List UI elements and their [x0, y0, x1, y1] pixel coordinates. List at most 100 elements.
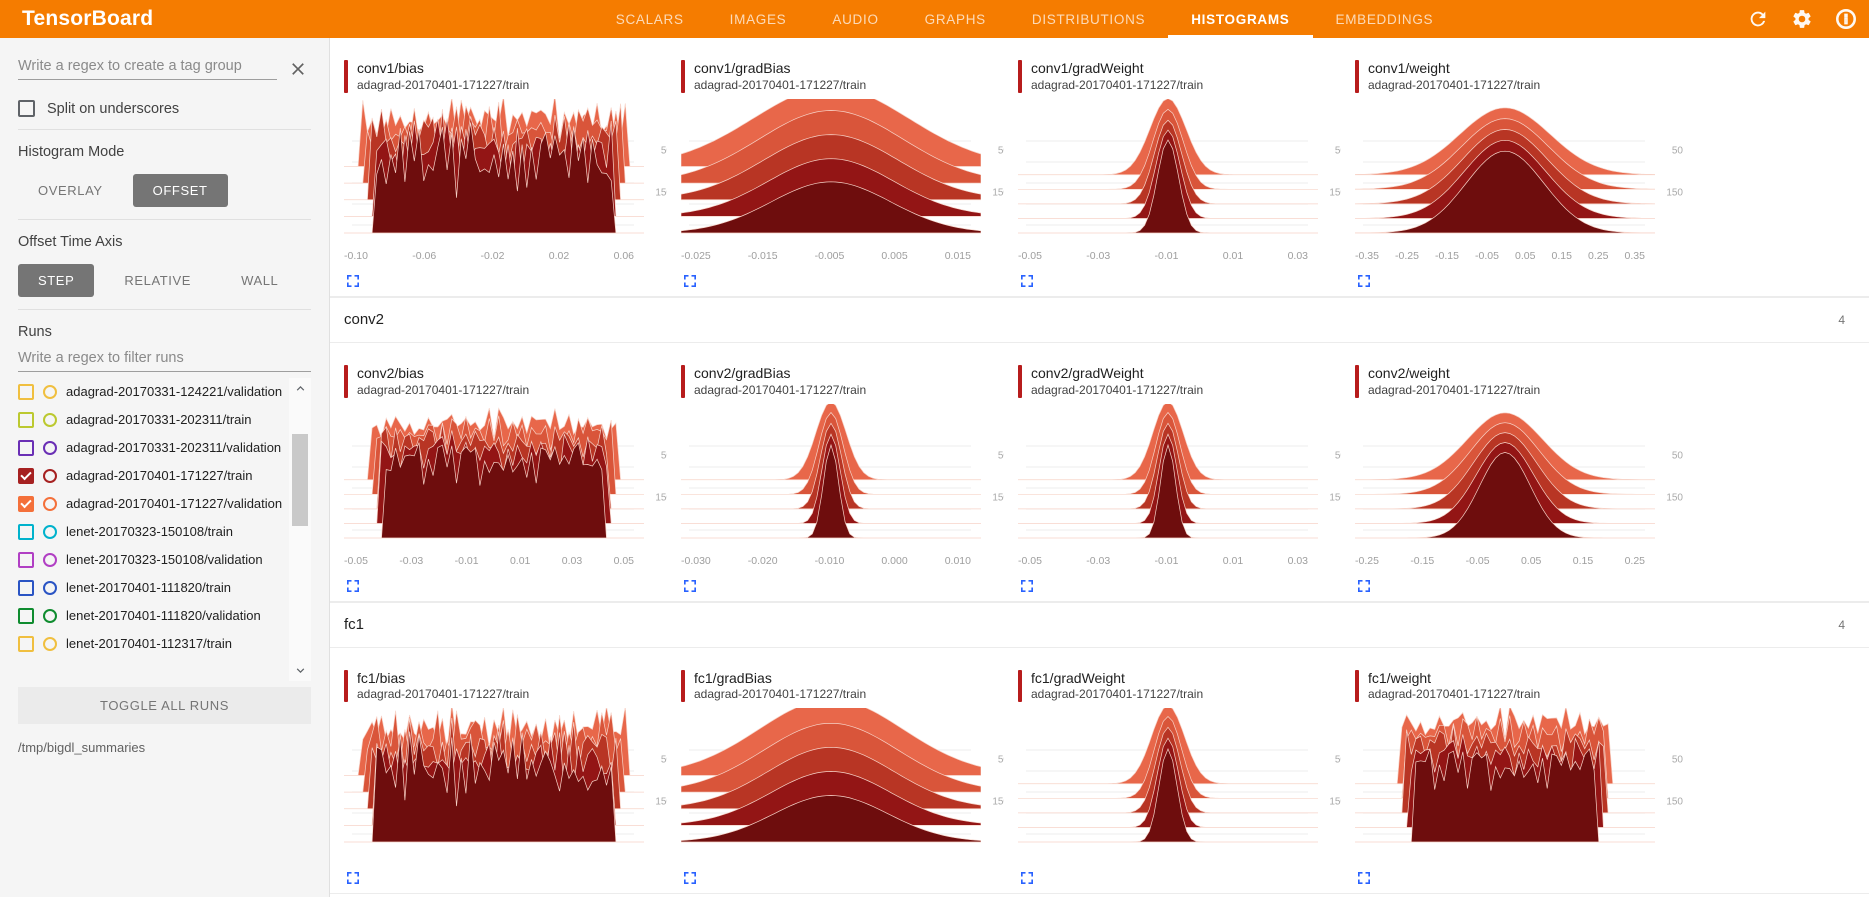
run-checkbox[interactable]	[18, 524, 34, 540]
expand-icon[interactable]	[681, 869, 699, 887]
nav-tab-embeddings[interactable]: EMBEDDINGS	[1335, 11, 1434, 27]
histogram-plot[interactable]: 50 150	[1355, 99, 1683, 249]
run-color-dot[interactable]	[43, 581, 57, 595]
expand-icon[interactable]	[1355, 869, 1373, 887]
nav-tab-distributions[interactable]: DISTRIBUTIONS	[1031, 11, 1146, 27]
tag-regex-input[interactable]	[18, 52, 277, 80]
app-body: Split on underscores Histogram Mode OVER…	[0, 38, 1869, 897]
run-color-dot[interactable]	[43, 385, 57, 399]
histogram-plot[interactable]: 50 150	[1018, 98, 1346, 249]
expand-icon[interactable]	[344, 577, 362, 595]
expand-icon[interactable]	[681, 577, 699, 595]
histogram-plot[interactable]: 50 150	[344, 708, 672, 858]
expand-icon[interactable]	[344, 272, 362, 290]
histogram-plot[interactable]: 50 150	[681, 98, 1009, 249]
histogram-card[interactable]: conv2/weight adagrad-20170401-171227/trai…	[1341, 348, 1683, 601]
time-axis-button-relative[interactable]: RELATIVE	[104, 264, 211, 297]
close-icon[interactable]	[285, 56, 311, 82]
expand-icon[interactable]	[1355, 577, 1373, 595]
run-color-dot[interactable]	[43, 497, 57, 511]
info-icon[interactable]	[1835, 8, 1857, 30]
toggle-all-runs-button[interactable]: TOGGLE ALL RUNS	[18, 687, 311, 724]
histogram-card[interactable]: conv2/gradWeight adagrad-20170401-171227/…	[1004, 348, 1346, 601]
scroll-down-icon[interactable]	[293, 660, 308, 681]
histogram-plot[interactable]: 50 150	[1018, 708, 1346, 858]
run-checkbox[interactable]	[18, 412, 34, 428]
nav-tab-histograms[interactable]: HISTOGRAMS	[1168, 0, 1313, 38]
run-checkbox[interactable]	[18, 440, 34, 456]
nav-tab-images[interactable]: IMAGES	[729, 11, 787, 27]
expand-icon[interactable]	[1355, 272, 1373, 290]
histogram-plot[interactable]: 50 150	[1355, 708, 1683, 858]
histogram-plot[interactable]: 50 150	[681, 403, 1009, 554]
scroll-up-icon[interactable]	[293, 378, 308, 399]
run-color-dot[interactable]	[43, 441, 57, 455]
histogram-card[interactable]: conv1/gradWeight adagrad-20170401-171227/…	[1004, 44, 1346, 296]
run-checkbox[interactable]	[18, 468, 34, 484]
nav-tab-graphs[interactable]: GRAPHS	[924, 11, 986, 27]
expand-icon[interactable]	[344, 869, 362, 887]
card-title-wrap: fc1/weight adagrad-20170401-171227/train	[1355, 669, 1666, 703]
run-checkbox[interactable]	[18, 636, 34, 652]
run-list-item[interactable]: lenet-20170401-112317/train	[18, 630, 289, 658]
nav-tab-audio[interactable]: AUDIO	[832, 11, 879, 27]
run-list-item[interactable]: adagrad-20170331-202311/validation	[18, 434, 289, 462]
histogram-plot[interactable]: 50 150	[344, 404, 672, 554]
histogram-dashboard[interactable]: conv1/biasadagrad-20170401-171227/train5…	[330, 38, 1869, 897]
x-axis-tick-label: 0.35	[1624, 249, 1645, 262]
histogram-card[interactable]: conv2/gradBias adagrad-20170401-171227/tr…	[667, 348, 1009, 601]
group-header-conv2[interactable]: conv2 4	[330, 296, 1869, 343]
run-color-dot[interactable]	[43, 413, 57, 427]
histogram-plot[interactable]: 50 150	[344, 98, 672, 249]
time-axis-button-wall[interactable]: WALL	[221, 264, 298, 297]
scrollbar-thumb[interactable]	[292, 434, 308, 526]
histogram-card[interactable]: conv1/weight adagrad-20170401-171227/trai…	[1341, 44, 1683, 296]
runs-filter-input[interactable]	[18, 344, 311, 372]
histogram-card[interactable]: fc1/weight adagrad-20170401-171227/train 5…	[1341, 653, 1683, 894]
expand-icon[interactable]	[1018, 577, 1036, 595]
run-color-dot[interactable]	[43, 553, 57, 567]
expand-icon[interactable]	[1018, 272, 1036, 290]
run-list-item[interactable]: adagrad-20170331-202311/train	[18, 406, 289, 434]
histogram-mode-button-offset[interactable]: OFFSET	[132, 174, 228, 207]
run-color-dot[interactable]	[43, 637, 57, 651]
run-list-item[interactable]: adagrad-20170331-124221/validation	[18, 378, 289, 406]
run-list-item[interactable]: adagrad-20170401-171227/validation	[18, 490, 289, 518]
runs-scrollbar[interactable]	[289, 378, 311, 681]
nav-tab-scalars[interactable]: SCALARS	[615, 11, 684, 27]
run-list-item[interactable]: lenet-20170401-111820/validation	[18, 602, 289, 630]
run-list-item[interactable]: lenet-20170401-111820/train	[18, 574, 289, 602]
histogram-plot[interactable]: 50 150	[1018, 403, 1346, 554]
split-underscores-checkbox[interactable]	[18, 100, 35, 117]
histogram-mode-button-overlay[interactable]: OVERLAY	[18, 174, 123, 207]
histogram-plot[interactable]: 50 150	[1355, 404, 1683, 554]
card-tag-name: conv1/gradWeight	[1031, 60, 1144, 76]
group-header-fc1[interactable]: fc1 4	[330, 601, 1869, 648]
histogram-card[interactable]: fc1/gradBias adagrad-20170401-171227/trai…	[667, 653, 1009, 894]
expand-icon[interactable]	[1018, 869, 1036, 887]
time-axis-button-step[interactable]: STEP	[18, 264, 95, 297]
run-color-dot[interactable]	[43, 469, 57, 483]
run-list-item[interactable]: adagrad-20170401-171227/train	[18, 462, 289, 490]
expand-icon[interactable]	[681, 272, 699, 290]
histogram-plot[interactable]: 50 150	[681, 708, 1009, 858]
run-color-dot[interactable]	[43, 609, 57, 623]
histogram-card[interactable]: conv1/gradBias adagrad-20170401-171227/tr…	[667, 44, 1009, 296]
gear-icon[interactable]	[1791, 8, 1813, 30]
run-checkbox[interactable]	[18, 384, 34, 400]
run-checkbox[interactable]	[18, 608, 34, 624]
run-checkbox[interactable]	[18, 552, 34, 568]
run-list-item[interactable]: lenet-20170323-150108/train	[18, 518, 289, 546]
run-checkbox[interactable]	[18, 580, 34, 596]
refresh-icon[interactable]	[1747, 8, 1769, 30]
run-list-item[interactable]: lenet-20170323-150108/validation	[18, 546, 289, 574]
histogram-card[interactable]: fc1/gradWeight adagrad-20170401-171227/tr…	[1004, 653, 1346, 894]
run-checkbox[interactable]	[18, 496, 34, 512]
run-color-dot[interactable]	[43, 525, 57, 539]
split-underscores-row[interactable]: Split on underscores	[18, 100, 311, 117]
card-title-wrap: conv1/gradWeight adagrad-20170401-171227/…	[1018, 60, 1329, 93]
histogram-plot-svg	[1018, 403, 1318, 538]
